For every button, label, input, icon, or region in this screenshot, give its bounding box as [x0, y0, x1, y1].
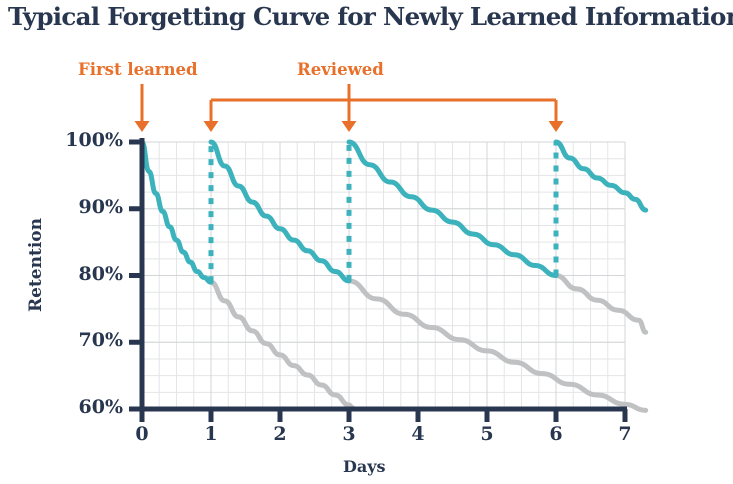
- review-reset-dashed-lines: [208, 142, 559, 283]
- x-tick-label: 3: [342, 423, 356, 445]
- curve-without-review: [208, 273, 649, 413]
- y-tick-label: 60%: [78, 396, 124, 418]
- curve-with-review: [139, 139, 649, 285]
- annotation-arrows: [134, 84, 564, 132]
- axis-tick-marks: [129, 139, 628, 422]
- y-tick-label: 100%: [65, 129, 123, 151]
- x-tick-label: 7: [618, 423, 632, 445]
- x-tick-label: 4: [411, 423, 425, 445]
- y-axis-title: Retention: [26, 218, 46, 312]
- x-tick-label: 5: [480, 423, 494, 445]
- y-tick-label: 90%: [78, 195, 124, 218]
- annotation-reviewed-label: Reviewed: [297, 60, 384, 79]
- x-axis-title: Days: [343, 457, 386, 476]
- x-tick-label: 2: [273, 423, 287, 445]
- y-tick-label: 70%: [78, 329, 124, 352]
- x-tick-label: 6: [549, 423, 563, 445]
- page-title: Typical Forgetting Curve for Newly Learn…: [8, 2, 733, 31]
- x-tick-label: 0: [135, 423, 149, 445]
- y-tick-label: 80%: [78, 262, 124, 285]
- x-tick-label: 1: [204, 423, 218, 445]
- annotation-first-learned-label: First learned: [78, 60, 198, 79]
